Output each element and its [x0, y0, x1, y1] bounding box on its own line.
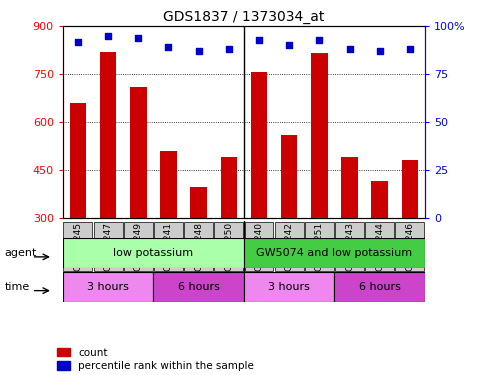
Bar: [341, 157, 358, 218]
Bar: [160, 150, 177, 217]
Title: GDS1837 / 1373034_at: GDS1837 / 1373034_at: [163, 10, 325, 24]
Point: [285, 42, 293, 48]
Text: GSM53240: GSM53240: [255, 222, 264, 271]
FancyBboxPatch shape: [244, 222, 273, 272]
FancyBboxPatch shape: [124, 222, 153, 272]
Text: GSM53241: GSM53241: [164, 222, 173, 271]
Text: GSM53249: GSM53249: [134, 222, 143, 271]
Point: [255, 37, 263, 43]
Point: [406, 46, 414, 52]
Bar: [63, 272, 154, 302]
FancyBboxPatch shape: [94, 222, 123, 272]
Text: GSM53247: GSM53247: [103, 222, 113, 271]
Text: agent: agent: [5, 248, 37, 258]
Bar: [281, 135, 298, 218]
FancyBboxPatch shape: [305, 222, 334, 272]
Bar: [334, 272, 425, 302]
FancyBboxPatch shape: [154, 222, 183, 272]
Text: 3 hours: 3 hours: [268, 282, 310, 292]
FancyBboxPatch shape: [396, 222, 425, 272]
Point: [195, 48, 202, 54]
Text: low potassium: low potassium: [114, 248, 193, 258]
Bar: [371, 181, 388, 218]
Text: GW5074 and low potassium: GW5074 and low potassium: [256, 248, 412, 258]
Point: [134, 35, 142, 41]
Bar: [244, 272, 334, 302]
Legend: count, percentile rank within the sample: count, percentile rank within the sample: [53, 344, 258, 375]
Point: [346, 46, 354, 52]
Point: [376, 48, 384, 54]
Text: 6 hours: 6 hours: [178, 282, 220, 292]
Text: 3 hours: 3 hours: [87, 282, 129, 292]
Bar: [70, 103, 86, 218]
Bar: [100, 52, 116, 217]
Bar: [244, 238, 425, 268]
FancyBboxPatch shape: [184, 222, 213, 272]
Bar: [190, 187, 207, 218]
Text: GSM53250: GSM53250: [224, 222, 233, 271]
FancyBboxPatch shape: [63, 222, 92, 272]
Bar: [130, 87, 146, 218]
Bar: [311, 53, 327, 217]
Point: [74, 39, 82, 45]
Bar: [63, 238, 244, 268]
Text: GSM53243: GSM53243: [345, 222, 354, 271]
FancyBboxPatch shape: [214, 222, 243, 272]
Bar: [221, 157, 237, 218]
Text: time: time: [5, 282, 30, 292]
FancyBboxPatch shape: [275, 222, 304, 272]
FancyBboxPatch shape: [365, 222, 394, 272]
Text: GSM53248: GSM53248: [194, 222, 203, 271]
Bar: [251, 72, 267, 217]
Text: GSM53246: GSM53246: [405, 222, 414, 271]
Point: [165, 44, 172, 50]
Bar: [154, 272, 244, 302]
Text: GSM53251: GSM53251: [315, 222, 324, 271]
Text: GSM53244: GSM53244: [375, 222, 384, 271]
Point: [104, 33, 112, 39]
Text: 6 hours: 6 hours: [359, 282, 401, 292]
Text: GSM53242: GSM53242: [284, 222, 294, 271]
Point: [315, 37, 323, 43]
Point: [225, 46, 233, 52]
Bar: [402, 160, 418, 218]
FancyBboxPatch shape: [335, 222, 364, 272]
Text: GSM53245: GSM53245: [73, 222, 83, 271]
